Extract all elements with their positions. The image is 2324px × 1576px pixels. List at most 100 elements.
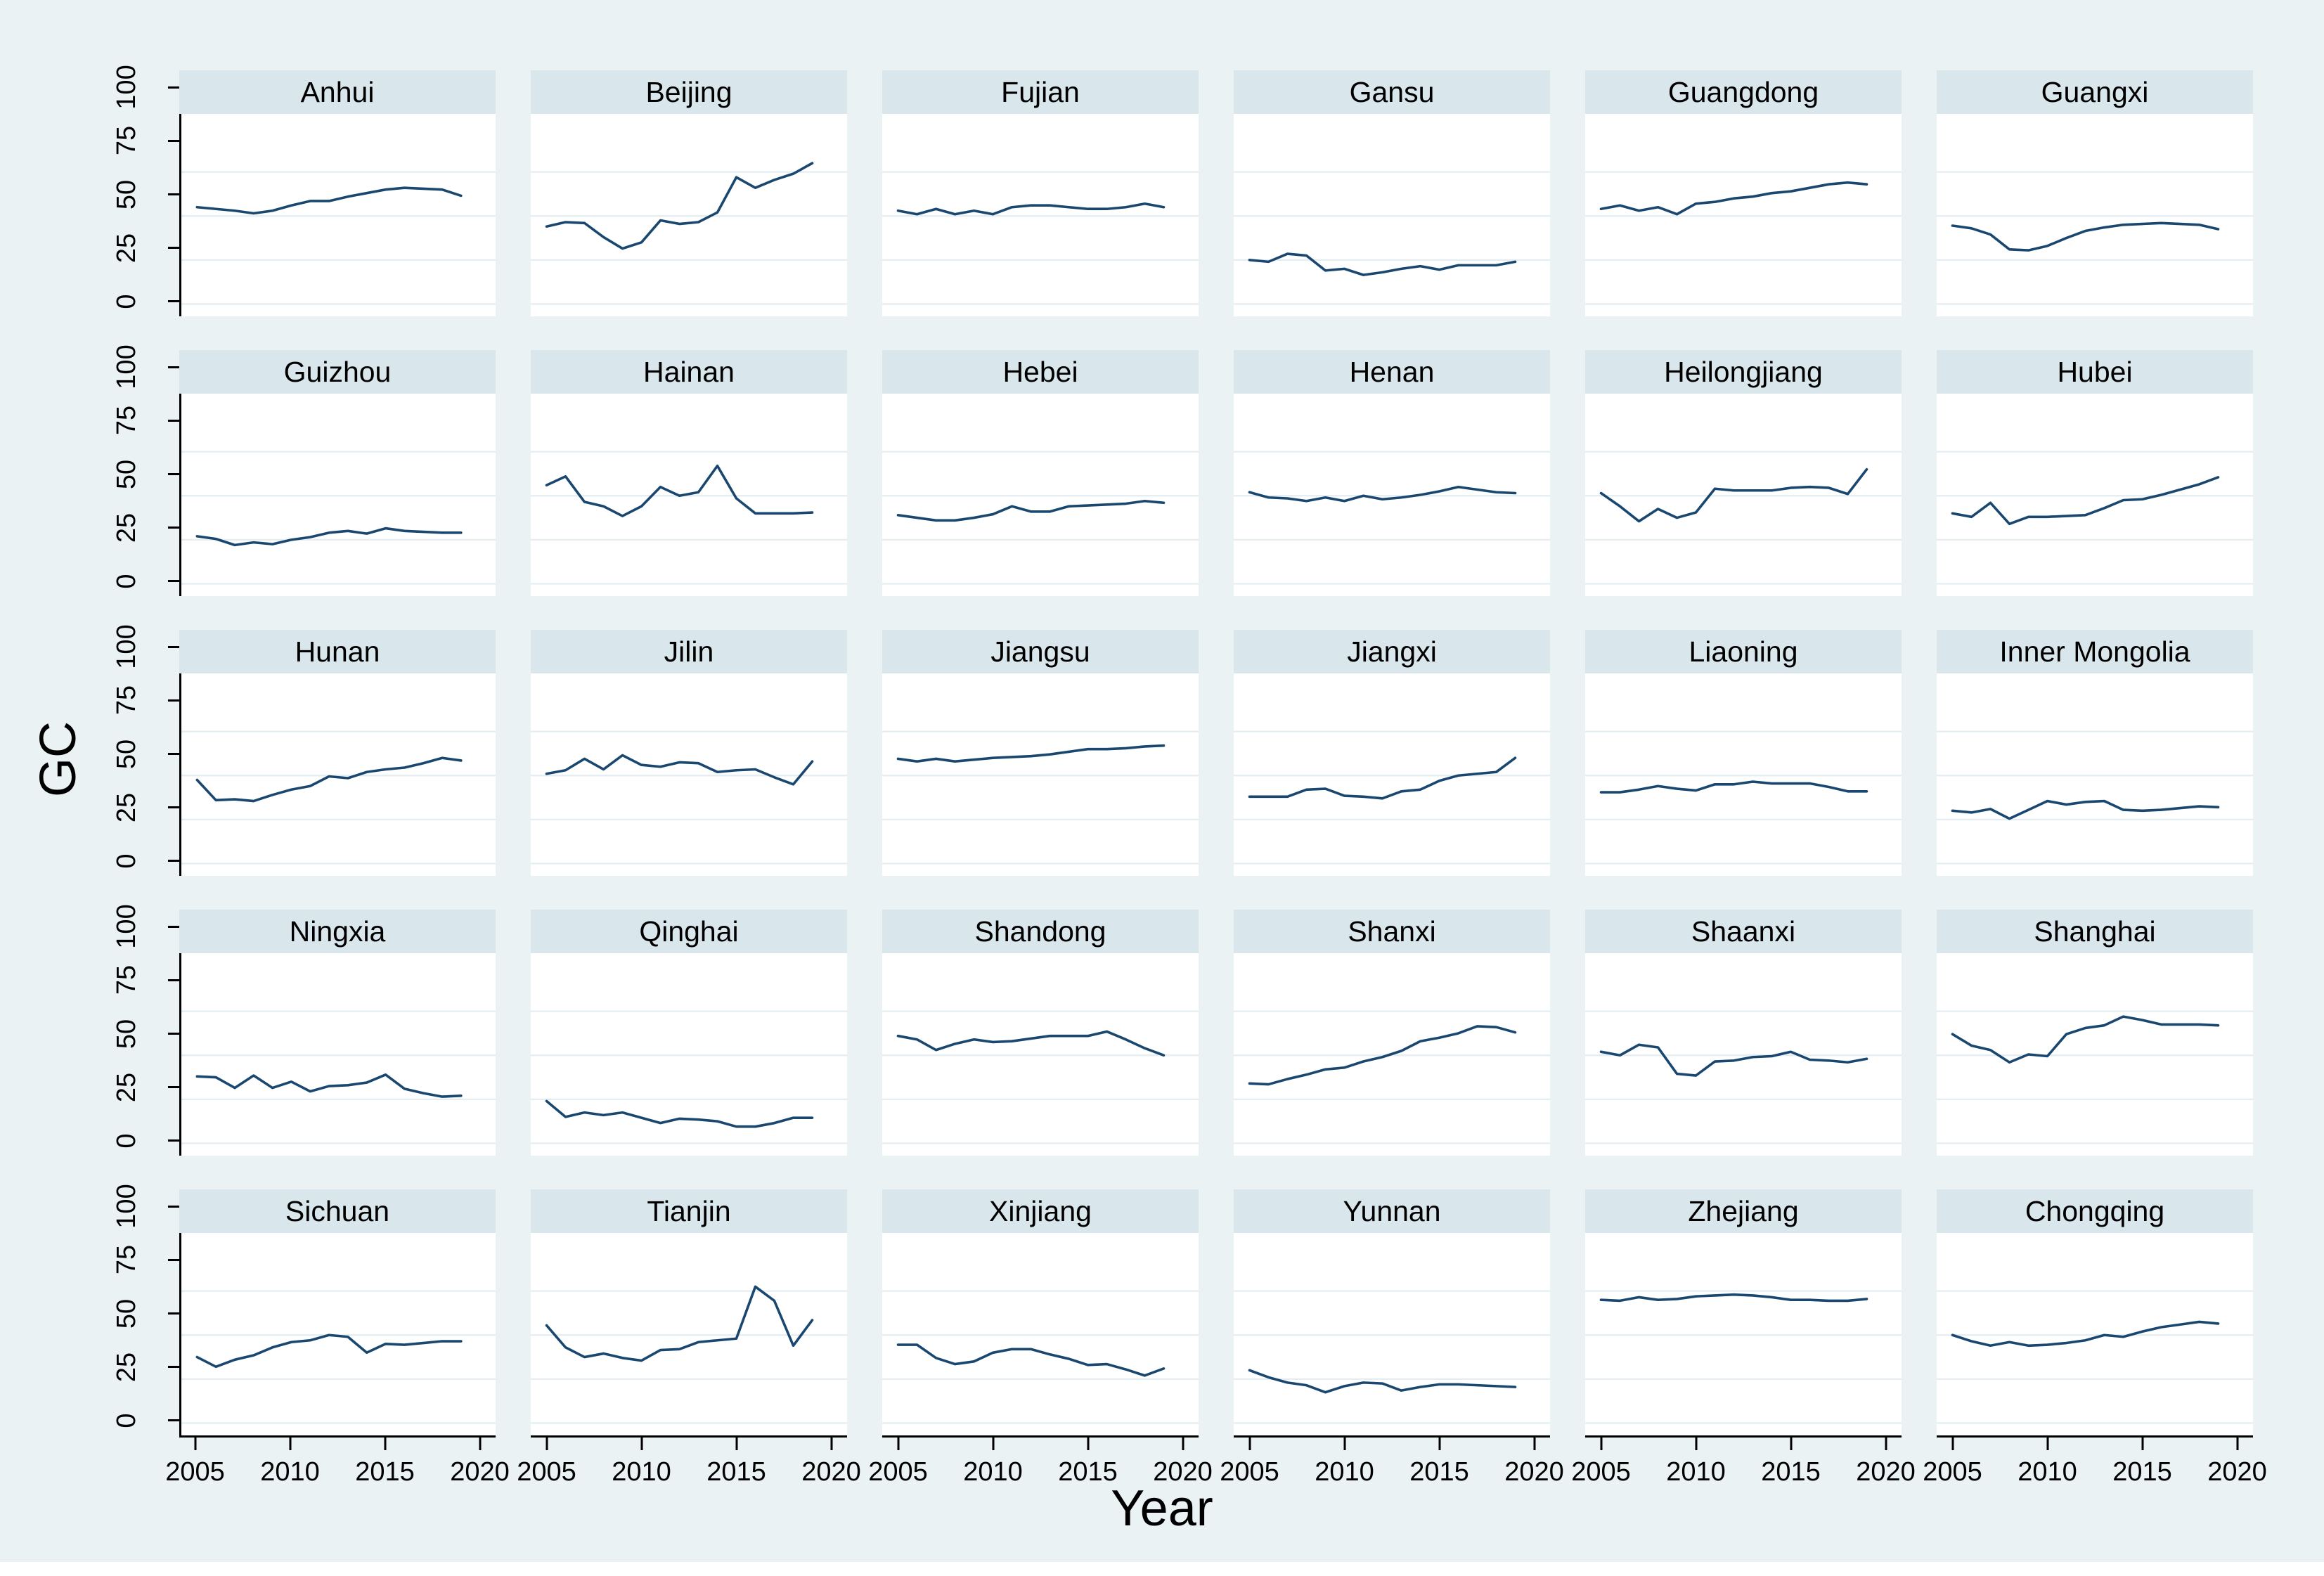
panel-row: 0 25 50 75 100 Hunan Jilin Jiangsu Jiangxi Liaoni… (77, 625, 2253, 876)
data-line (1601, 1045, 1867, 1076)
line-chart-svg (1234, 394, 1550, 596)
y-tick-mark (168, 645, 179, 648)
data-line (898, 204, 1164, 214)
x-tick-label: 2020 (1504, 1457, 1564, 1487)
x-tick-label: 2015 (1761, 1457, 1821, 1487)
data-line (547, 163, 813, 248)
y-axis: 0 25 50 75 100 (77, 345, 179, 596)
subplot-sichuan: Sichuan 2005 2010 2015 2020 (165, 1189, 510, 1492)
line-chart-svg (531, 673, 847, 876)
subplot-title: Heilongjiang (1585, 350, 1902, 394)
x-tick-label: 2010 (1666, 1457, 1726, 1487)
plot-area (1234, 1233, 1550, 1438)
y-tick-mark (168, 1139, 179, 1142)
line-chart-svg (181, 394, 496, 596)
data-line (898, 1345, 1164, 1376)
y-tick-mark (168, 978, 179, 981)
plot-area (179, 114, 496, 316)
data-line (1953, 801, 2219, 819)
line-chart-svg (531, 1233, 847, 1435)
x-tick-mark (194, 1438, 196, 1450)
y-tick-mark (168, 139, 179, 142)
subplot-gansu: Gansu (1234, 70, 1550, 316)
subplot-heilongjiang: Heilongjiang (1585, 350, 1902, 596)
plot-area (882, 953, 1199, 1156)
x-tick-label: 2020 (1856, 1457, 1916, 1487)
subplot-title: Jiangsu (882, 630, 1199, 673)
x-axis-labels: 2005 2010 2015 2020 (1923, 1453, 2267, 1492)
subplot-qinghai: Qinghai (531, 910, 847, 1156)
bottom-margin (0, 1562, 2324, 1576)
x-tick-mark (384, 1438, 386, 1450)
y-axis: 0 25 50 75 100 (77, 1184, 179, 1435)
plot-area (179, 394, 496, 596)
x-tick-mark (830, 1438, 832, 1450)
subplot-jiangsu: Jiangsu (882, 630, 1199, 876)
plot-area (1234, 673, 1550, 876)
x-tick-label: 2010 (260, 1457, 320, 1487)
x-tick-label: 2020 (450, 1457, 510, 1487)
data-line (1953, 1322, 2219, 1345)
plot-area (1937, 673, 2253, 876)
subplot-xinjiang: Xinjiang 2005 2010 2015 2020 (868, 1189, 1213, 1492)
x-tick-label: 2005 (165, 1457, 225, 1487)
x-axis-ticks (531, 1438, 847, 1453)
subplot-anhui: Anhui (179, 70, 496, 316)
subplot-title: Shaanxi (1585, 910, 1902, 953)
plot-area (882, 1233, 1199, 1438)
x-axis-ticks (1585, 1438, 1902, 1453)
subplot-chongqing: Chongqing 2005 2010 2015 2020 (1923, 1189, 2267, 1492)
x-tick-mark (1343, 1438, 1345, 1450)
x-tick-label: 2015 (1058, 1457, 1118, 1487)
line-chart-svg (1937, 1233, 2253, 1435)
x-tick-label: 2005 (1220, 1457, 1279, 1487)
x-tick-label: 2005 (517, 1457, 576, 1487)
subplot-henan: Henan (1234, 350, 1550, 596)
plot-area (1937, 394, 2253, 596)
data-line (197, 1335, 460, 1367)
data-line (1250, 487, 1516, 501)
plot-area (1937, 953, 2253, 1156)
y-tick-mark (168, 806, 179, 809)
y-tick-mark (168, 1366, 179, 1369)
line-chart-svg (1937, 394, 2253, 596)
data-line (898, 501, 1164, 521)
x-tick-label: 2015 (2112, 1457, 2172, 1487)
x-axis-ticks (179, 1438, 496, 1453)
x-tick-mark (1695, 1438, 1697, 1450)
x-tick-mark (992, 1438, 994, 1450)
subplot-inner-mongolia: Inner Mongolia (1937, 630, 2253, 876)
y-axis: 0 25 50 75 100 (77, 905, 179, 1156)
y-tick-mark (168, 86, 179, 89)
y-tick-mark (168, 1086, 179, 1089)
plot-area (1937, 114, 2253, 316)
x-tick-mark (1182, 1438, 1184, 1450)
subplot-hebei: Hebei (882, 350, 1199, 596)
y-tick-mark (168, 419, 179, 422)
x-tick-label: 2005 (868, 1457, 928, 1487)
subplot-title: Inner Mongolia (1937, 630, 2253, 673)
data-line (1250, 758, 1516, 799)
subplot-title: Guizhou (179, 350, 496, 394)
y-tick-mark (168, 1312, 179, 1315)
subplot-shanxi: Shanxi (1234, 910, 1550, 1156)
plot-area (882, 673, 1199, 876)
data-line (1953, 477, 2219, 524)
y-tick-mark (168, 527, 179, 529)
x-tick-mark (2046, 1438, 2048, 1450)
line-chart-svg (1585, 394, 1902, 596)
subplot-title: Beijing (531, 70, 847, 114)
x-tick-label: 2020 (801, 1457, 861, 1487)
x-tick-mark (1885, 1438, 1887, 1450)
x-tick-label: 2015 (1409, 1457, 1469, 1487)
x-tick-mark (2141, 1438, 2143, 1450)
data-line (547, 1286, 813, 1360)
y-tick-label: 100 (111, 65, 141, 110)
x-axis-ticks (1937, 1438, 2253, 1453)
plot-area (531, 1233, 847, 1438)
line-chart-svg (1585, 114, 1902, 316)
x-axis-labels: 2005 2010 2015 2020 (517, 1453, 861, 1492)
x-tick-mark (1951, 1438, 1954, 1450)
y-tick-mark (168, 366, 179, 368)
